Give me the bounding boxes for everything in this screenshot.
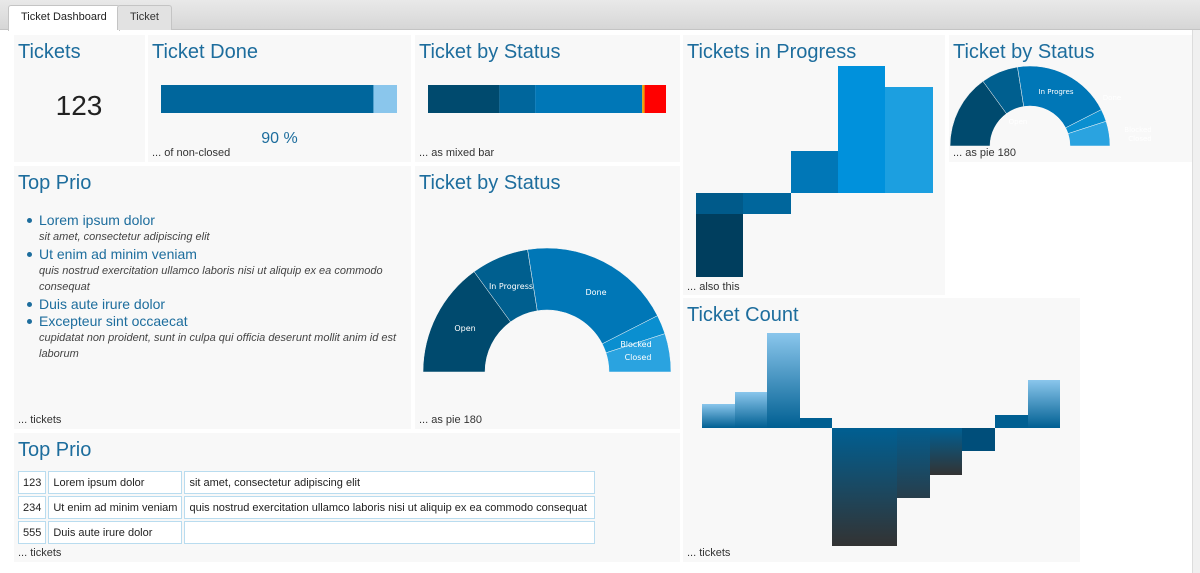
status-pie-big-chart: Open In Progress Done Blocked Closed <box>422 247 672 373</box>
list-item-desc: quis nostrud exercitation ullamco labori… <box>39 265 383 293</box>
count-bar-6 <box>865 428 897 546</box>
pie-big-label-done: Done <box>585 288 606 297</box>
page-scrollbar[interactable] <box>1192 30 1200 573</box>
count-bar-9 <box>962 428 995 451</box>
count-bar-1 <box>702 404 735 428</box>
top-prio-list-panel: Top Prio Lorem ipsum dolor sit amet, con… <box>14 166 411 429</box>
list-item-title: Ut enim ad minim veniam <box>39 246 197 262</box>
tickets-panel: Tickets 123 <box>14 35 145 162</box>
count-bar-7b <box>897 428 930 498</box>
count-bar-3 <box>767 333 800 428</box>
pie-slice-closed <box>605 333 672 373</box>
list-item[interactable]: Excepteur sint occaecat cupidatat non pr… <box>27 313 409 362</box>
ticket-done-progress-bar <box>161 85 397 113</box>
ticket-done-title: Ticket Done <box>152 41 258 63</box>
status-pie-big-panel: Ticket by Status Open In Progress Done B… <box>415 166 680 429</box>
pie-big-label-blocked: Blocked <box>620 340 651 349</box>
status-pie-small-chart: Open In Progres Done Blocked Closed <box>949 65 1152 147</box>
status-bar-caption: ... as mixed bar <box>419 147 495 159</box>
status-bar-segment-blocked <box>642 85 645 113</box>
status-bar-segment-in-progress <box>499 85 536 113</box>
pie-slice-done <box>527 247 658 345</box>
tickets-in-progress-panel: Tickets in Progress ... also this <box>683 35 945 295</box>
cell-id: 123 <box>18 471 47 494</box>
list-item-title: Duis aute irure dolor <box>39 296 166 312</box>
ticket-done-caption: ... of non-closed <box>152 147 231 159</box>
status-pie-big-title: Ticket by Status <box>419 172 561 194</box>
status-pie-small-caption: ... as pie 180 <box>953 147 1016 159</box>
tickets-in-progress-caption: ... also this <box>687 281 740 293</box>
cell-desc: quis nostrud exercitation ullamco labori… <box>184 496 596 519</box>
status-bar-segment-done <box>535 85 643 113</box>
count-bar-4 <box>800 418 832 428</box>
top-prio-list-caption: ... tickets <box>18 414 62 426</box>
ticket-done-percent: 90 % <box>261 130 298 147</box>
status-bar-segment-closed <box>644 85 666 113</box>
pie-big-label-closed: Closed <box>625 353 652 362</box>
cell-id: 234 <box>18 496 47 519</box>
list-item[interactable]: Duis aute irure dolor <box>27 296 409 312</box>
cell-id: 555 <box>18 521 47 544</box>
pie-small-label-in-progress: In Progres <box>1039 88 1074 96</box>
list-item[interactable]: Ut enim ad minim veniam quis nostrud exe… <box>27 246 409 295</box>
ticket-count-chart <box>702 333 1060 546</box>
list-item[interactable]: Lorem ipsum dolor sit amet, consectetur … <box>27 212 409 245</box>
count-bar-2 <box>735 392 767 428</box>
cell-title: Ut enim ad minim veniam <box>48 496 183 519</box>
status-pie-big-caption: ... as pie 180 <box>419 414 482 426</box>
progress-step-4 <box>838 66 885 193</box>
status-pie-small-panel: Ticket by Status Open In Progres Done Bl… <box>949 35 1192 162</box>
count-bar-8 <box>930 428 962 475</box>
cell-title: Lorem ipsum dolor <box>48 471 183 494</box>
list-item-desc: sit amet, consectetur adipiscing elit <box>39 231 210 243</box>
ticket-count-panel: Ticket Count ... tickets <box>683 298 1080 562</box>
pie-small-label-done: Done <box>1103 94 1121 102</box>
pie-slice-closed <box>1067 120 1111 147</box>
ticket-done-panel: Ticket Done 90 % ... of non-closed <box>148 35 411 162</box>
count-bar-11 <box>1028 380 1060 428</box>
list-item-desc: cupidatat non proident, sunt in culpa qu… <box>39 332 397 360</box>
status-bar-title: Ticket by Status <box>419 41 561 63</box>
pie-small-label-closed: Closed <box>1128 135 1152 143</box>
top-prio-table-panel: Top Prio 123 Lorem ipsum dolor sit amet,… <box>14 433 680 562</box>
ticket-count-title: Ticket Count <box>687 304 799 326</box>
table-row[interactable]: 123 Lorem ipsum dolor sit amet, consecte… <box>18 471 596 494</box>
tickets-in-progress-chart <box>696 66 933 277</box>
cell-title: Duis aute irure dolor <box>48 521 183 544</box>
progress-step-3 <box>791 151 838 193</box>
ticket-count-caption: ... tickets <box>687 547 731 559</box>
status-bar-segment-open <box>428 85 500 113</box>
pie-small-label-blocked: Blocked <box>1124 126 1151 134</box>
tab-ticket[interactable]: Ticket <box>117 5 172 30</box>
top-prio-table-title: Top Prio <box>18 439 92 461</box>
tab-bar: Ticket Dashboard Ticket <box>0 0 1200 31</box>
count-bar-10 <box>995 415 1028 428</box>
cell-desc: sit amet, consectetur adipiscing elit <box>184 471 596 494</box>
list-item-title: Lorem ipsum dolor <box>39 212 155 228</box>
tickets-in-progress-title: Tickets in Progress <box>687 41 857 63</box>
status-mixed-bar <box>428 85 666 113</box>
top-prio-list-title: Top Prio <box>18 172 92 194</box>
top-prio-list: Lorem ipsum dolor sit amet, consectetur … <box>27 212 409 363</box>
status-bar-panel: Ticket by Status ... as mixed bar <box>415 35 680 162</box>
top-prio-table-caption: ... tickets <box>18 547 62 559</box>
table-row[interactable]: 234 Ut enim ad minim veniam quis nostrud… <box>18 496 596 519</box>
pie-big-label-in-progress: In Progress <box>489 282 533 291</box>
progress-step-2b <box>743 193 791 214</box>
tab-ticket-dashboard[interactable]: Ticket Dashboard <box>8 5 120 31</box>
pie-small-label-open: Open <box>1009 118 1028 126</box>
status-pie-small-title: Ticket by Status <box>953 41 1095 63</box>
cell-desc <box>184 521 596 544</box>
pie-big-label-open: Open <box>454 324 475 333</box>
progress-fill <box>161 85 374 113</box>
table-row[interactable]: 555 Duis aute irure dolor <box>18 521 596 544</box>
tickets-count: 123 <box>55 90 103 121</box>
progress-step-5 <box>885 87 933 193</box>
tickets-title: Tickets <box>18 41 81 63</box>
count-bar-5 <box>832 428 865 546</box>
top-prio-table: 123 Lorem ipsum dolor sit amet, consecte… <box>16 469 597 546</box>
list-item-title: Excepteur sint occaecat <box>39 313 188 329</box>
